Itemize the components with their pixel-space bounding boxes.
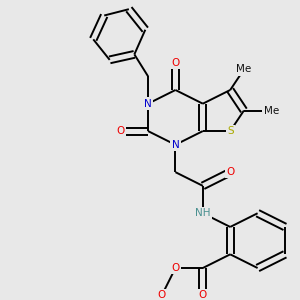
- Text: NH: NH: [195, 208, 211, 218]
- Text: O: O: [158, 290, 166, 300]
- Text: N: N: [144, 99, 152, 109]
- Text: O: O: [171, 58, 180, 68]
- Text: S: S: [227, 126, 233, 136]
- Text: N: N: [172, 140, 179, 150]
- Text: Me: Me: [236, 64, 251, 74]
- Text: O: O: [116, 126, 125, 136]
- Text: Me: Me: [264, 106, 279, 116]
- Text: O: O: [171, 263, 180, 273]
- Text: O: O: [226, 167, 234, 177]
- Text: O: O: [199, 290, 207, 300]
